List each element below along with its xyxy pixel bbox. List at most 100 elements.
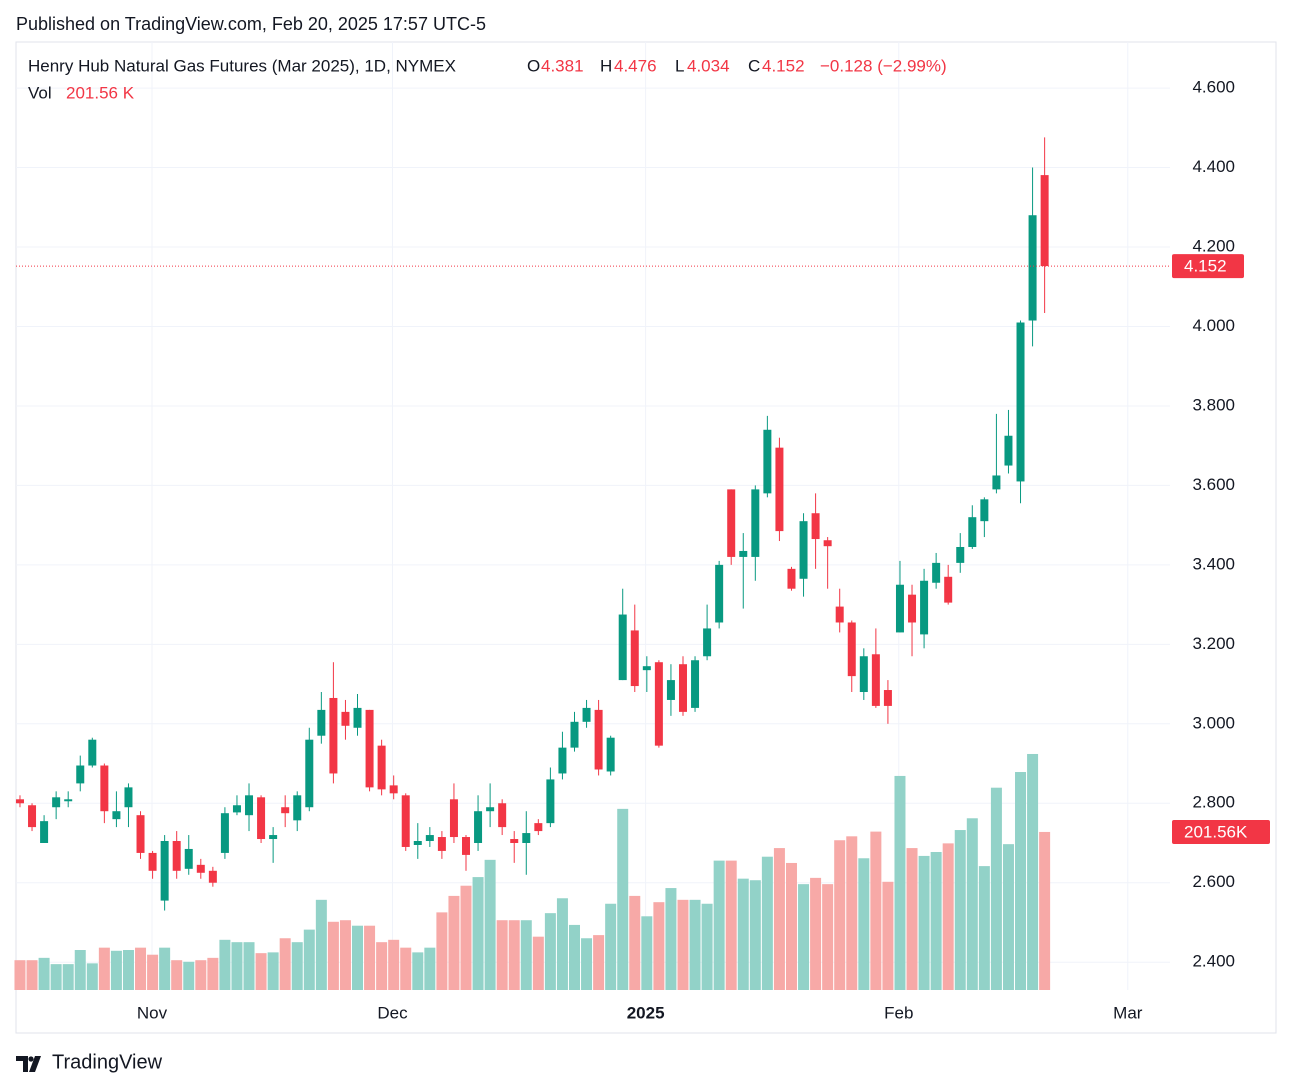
candle-body — [88, 739, 97, 766]
volume-bar — [460, 885, 472, 990]
grid — [16, 42, 1170, 990]
candle-body — [100, 765, 109, 812]
volume-title: Vol — [28, 83, 52, 102]
volume-bar — [339, 920, 351, 990]
candle-body — [281, 807, 290, 814]
candle-body — [486, 807, 495, 812]
volume-bar — [689, 899, 701, 990]
volume-bar — [520, 920, 532, 990]
candle-body — [28, 805, 37, 828]
candle-body — [401, 795, 410, 847]
candle-body — [775, 447, 784, 532]
candle-body — [835, 606, 844, 623]
candle-body — [413, 841, 422, 845]
volume-bar — [122, 950, 134, 990]
volume-bar — [532, 936, 544, 990]
candle-body — [232, 805, 241, 813]
high-readout: 4.476 — [614, 56, 657, 75]
volume-bar — [810, 877, 822, 990]
candle-body — [462, 837, 471, 855]
candle-body — [220, 813, 229, 853]
volume-bar — [556, 898, 568, 990]
y-tick-label: 4.000 — [1192, 316, 1235, 335]
volume-bar — [617, 808, 629, 990]
volume-bar — [593, 935, 605, 990]
candle-body — [678, 664, 687, 712]
volume-bar — [291, 942, 303, 990]
volume-bar — [364, 925, 376, 990]
y-tick-label: 3.800 — [1192, 395, 1235, 414]
volume-bar — [508, 920, 520, 990]
volume-bar — [448, 895, 460, 990]
volume-bar — [50, 964, 62, 990]
volume-bar — [894, 775, 906, 990]
volume-bar — [279, 938, 291, 990]
volume-bar — [858, 858, 870, 990]
candle-body — [15, 799, 24, 804]
y-tick-label: 2.400 — [1192, 952, 1235, 971]
candle-body — [377, 745, 386, 790]
candle-body — [341, 711, 350, 726]
candle-body — [546, 779, 555, 824]
candle-body — [594, 709, 603, 770]
candle-body — [630, 630, 639, 687]
candle-body — [787, 568, 796, 589]
candle-body — [859, 656, 868, 693]
volume-bar — [544, 913, 556, 990]
y-tick-label: 4.200 — [1192, 237, 1235, 256]
candle-body — [751, 489, 760, 557]
candle-body — [474, 811, 483, 843]
logo: TradingView — [16, 1051, 163, 1073]
volume-bar — [906, 848, 918, 990]
candle-body — [160, 841, 169, 901]
candle-body — [715, 564, 724, 623]
candle-body — [1040, 175, 1049, 267]
candle-body — [245, 795, 254, 816]
volume-bar — [14, 960, 26, 990]
labels: 2.400 2.600 2.800 3.000 3.200 3.400 3.600 3.800… — [137, 78, 1270, 1022]
volume-bar — [98, 947, 110, 990]
candle-body — [703, 628, 712, 657]
candle-body — [956, 546, 965, 563]
candle-body — [257, 797, 266, 840]
volume-bar — [195, 960, 207, 990]
volume-bar — [954, 830, 966, 990]
candle-body — [992, 475, 1001, 490]
volume-pane — [14, 753, 1051, 990]
volume-bar — [725, 860, 737, 990]
volume-bar — [400, 947, 412, 990]
volume-bar — [930, 851, 942, 990]
y-tick-label: 3.400 — [1192, 554, 1235, 573]
volume-bar — [870, 831, 882, 990]
volume-bar — [110, 950, 122, 990]
candle-body — [944, 576, 953, 603]
last-volume-label: 201.56K — [1184, 822, 1248, 841]
volume-bar — [86, 963, 98, 990]
candle-body — [763, 429, 772, 494]
volume-bar — [243, 942, 255, 990]
volume-bar — [822, 884, 834, 990]
volume-bar — [846, 836, 858, 990]
volume-bar — [1002, 844, 1014, 990]
volume-bar — [798, 884, 810, 990]
volume-bar — [183, 961, 195, 990]
y-tick-label: 3.600 — [1192, 475, 1235, 494]
logo-dot — [28, 1056, 34, 1062]
candle-body — [148, 852, 157, 871]
y-tick-label: 3.000 — [1192, 713, 1235, 732]
volume-bar — [1027, 753, 1039, 990]
candle-body — [498, 803, 507, 828]
volume-bar — [1039, 831, 1051, 990]
volume-bar — [918, 855, 930, 990]
last-price-label: 4.152 — [1184, 257, 1227, 276]
x-tick-label: Feb — [884, 1003, 913, 1022]
volume-bar — [412, 952, 424, 990]
candle-body — [618, 614, 627, 681]
candle-body — [449, 799, 458, 838]
candle-body — [317, 709, 326, 736]
x-tick-label: Dec — [377, 1003, 408, 1022]
volume-bar — [990, 787, 1002, 990]
candle-body — [365, 709, 374, 788]
